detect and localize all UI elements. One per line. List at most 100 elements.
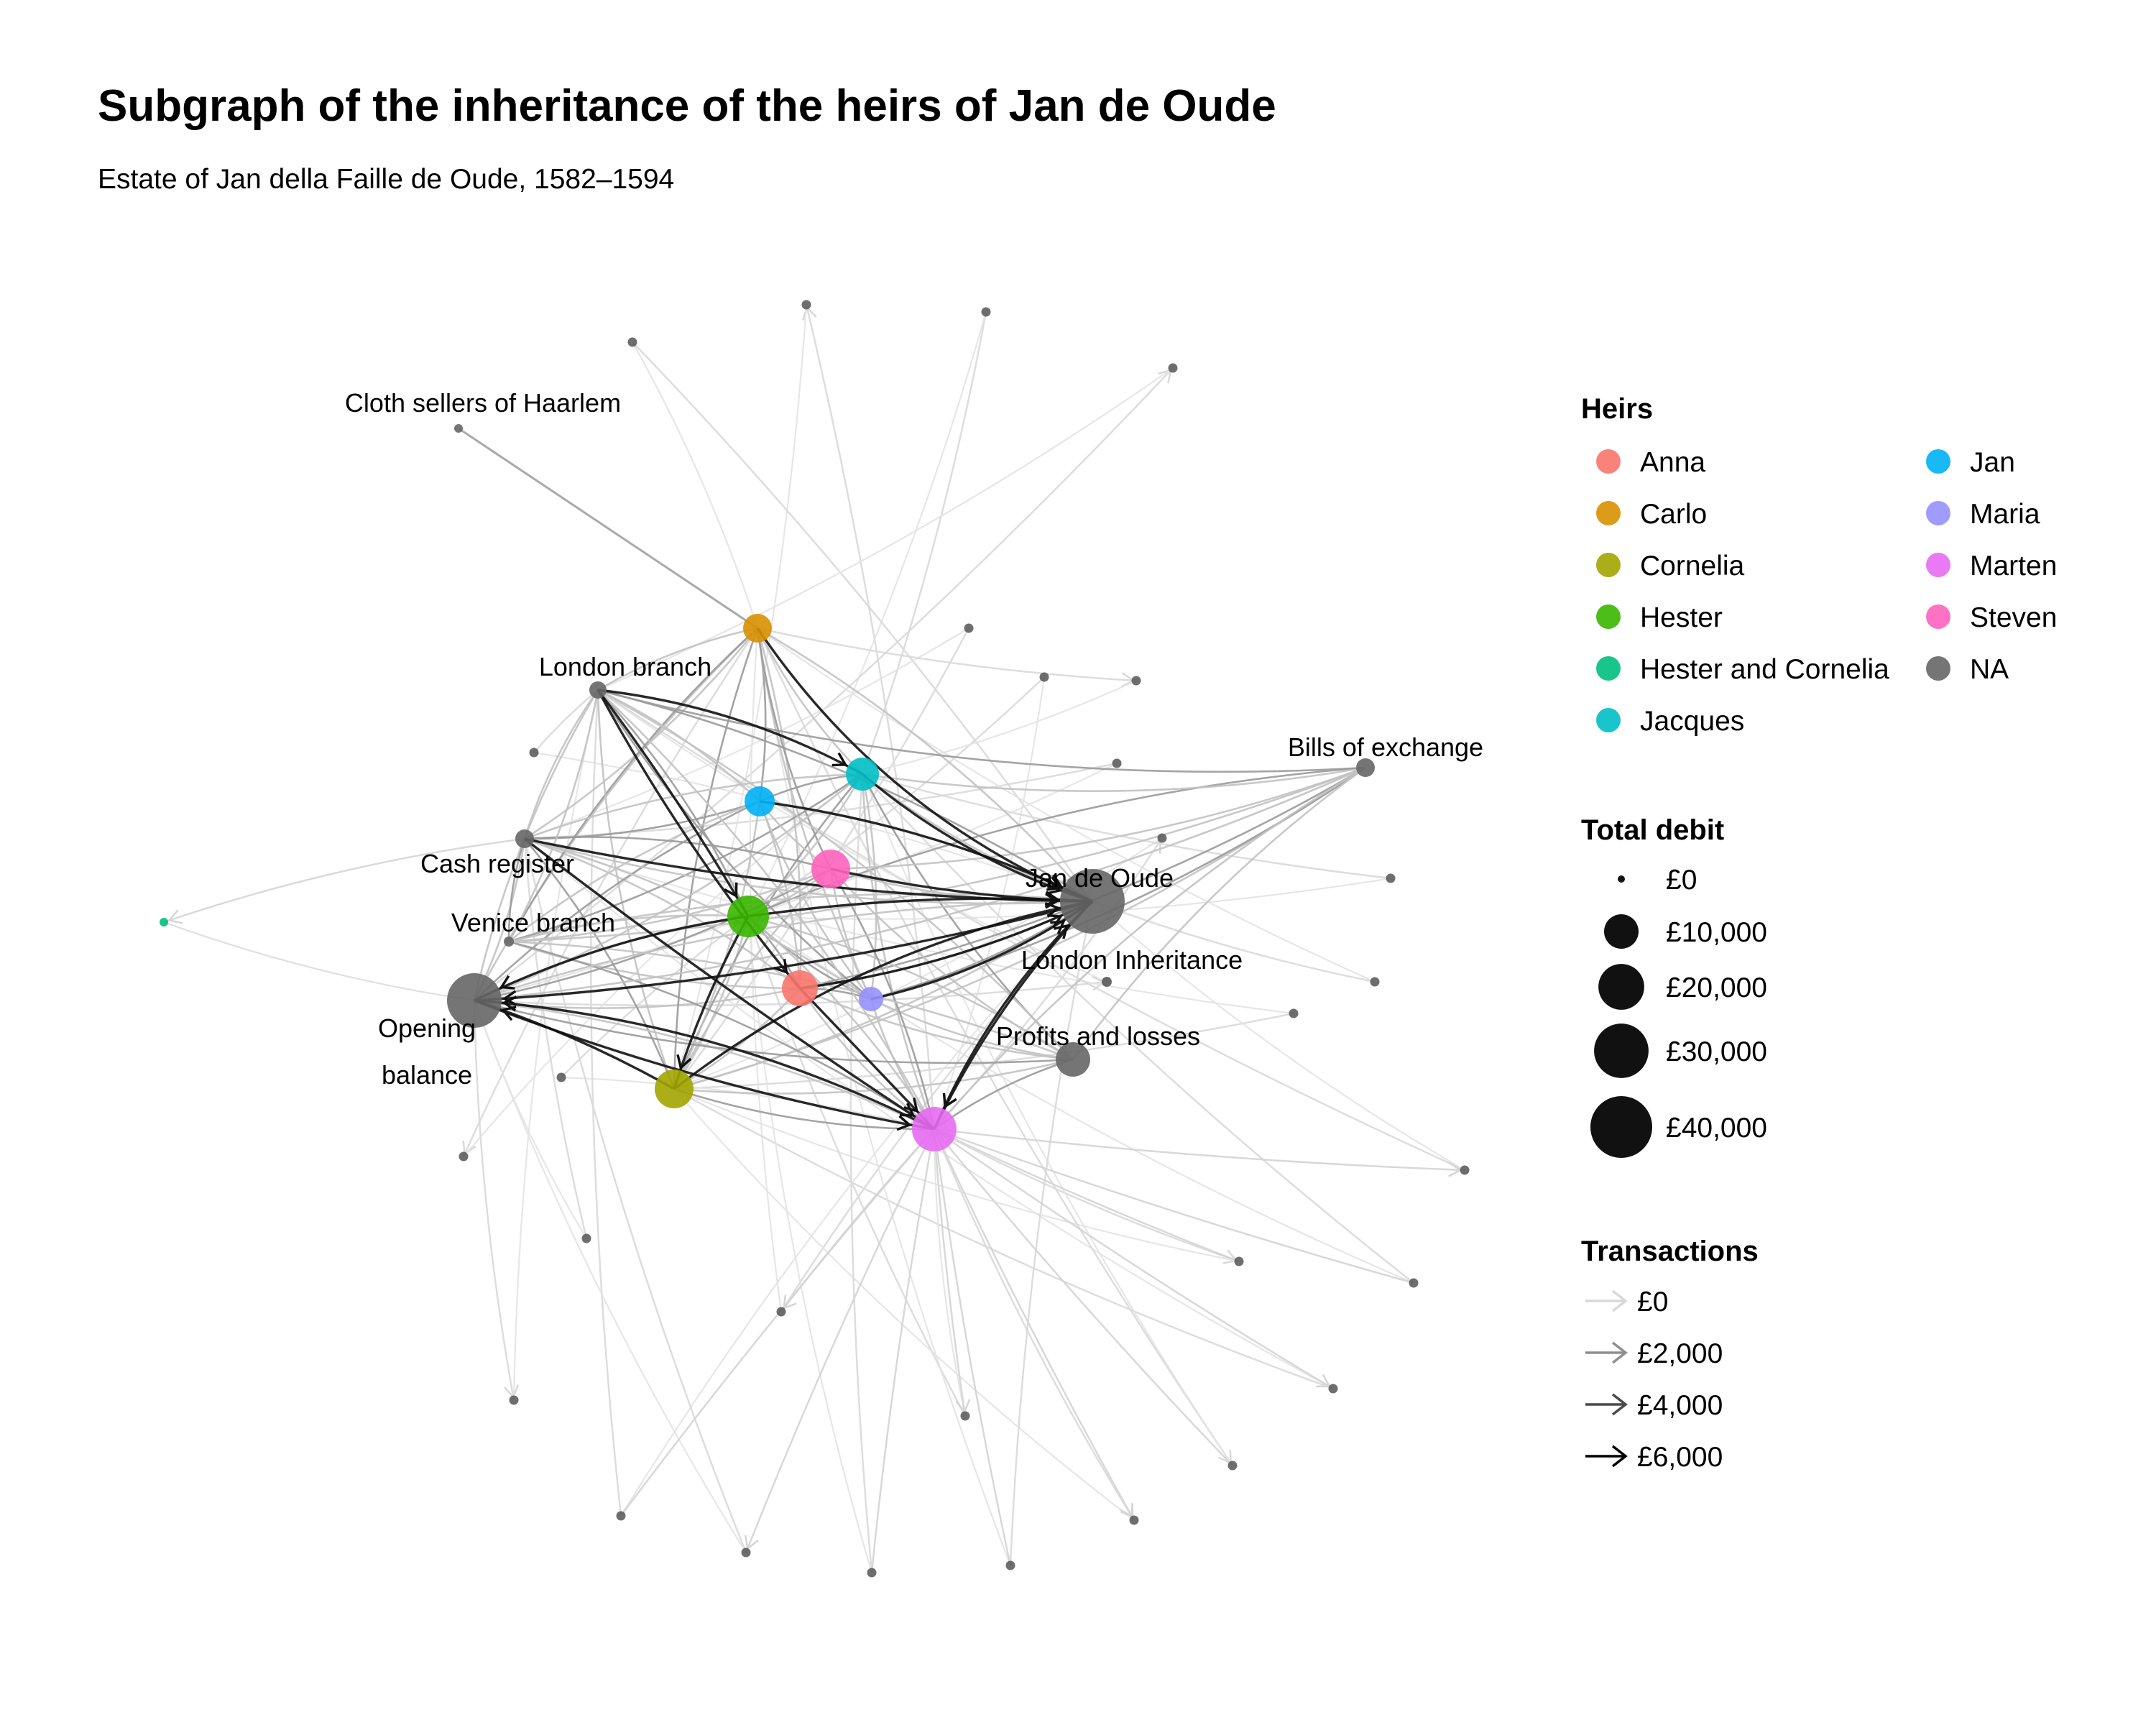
edge-heavy-21 xyxy=(597,689,863,776)
legend-heir-swatch xyxy=(1926,656,1950,681)
node-na-small xyxy=(867,1568,877,1578)
edge-heavy-0-arrowhead xyxy=(773,959,788,975)
edge-marten-11 xyxy=(934,1128,1240,1263)
node-opening xyxy=(447,973,502,1028)
edge-light-46 xyxy=(747,916,967,1417)
node-maria xyxy=(859,987,883,1011)
edge-to-hc xyxy=(163,837,525,924)
node-na-small xyxy=(1131,676,1141,686)
legend-heir-label: Carlo xyxy=(1640,499,1707,530)
edge-core-19 xyxy=(597,627,758,691)
node-jan xyxy=(745,786,775,816)
edge-core-90 xyxy=(507,838,526,942)
legend-debit-label: £40,000 xyxy=(1666,1113,1767,1144)
legend-debit-circle xyxy=(1590,1096,1652,1158)
node-na-small xyxy=(801,300,811,310)
edge-core-21 xyxy=(507,627,758,942)
legend-transaction-arrow xyxy=(1611,1393,1628,1416)
edge-light-4 xyxy=(632,341,1094,902)
legend-heir-swatch xyxy=(1926,501,1950,525)
legend-heirs-title: Heirs xyxy=(1581,393,1653,425)
legend-heir-label: Jacques xyxy=(1640,706,1744,737)
legend-debit-label: £10,000 xyxy=(1666,917,1767,948)
legend-heir-label: Marten xyxy=(1970,551,2057,581)
edge-heavy-9-arrowhead xyxy=(1054,924,1069,939)
edge-heavy-14 xyxy=(474,915,749,1002)
edge-light-28 xyxy=(561,915,749,1078)
node-bills xyxy=(1356,758,1375,777)
legend-heirs: Heirs Anna Carlo Cornelia Hester Hester and … xyxy=(1581,393,2057,737)
legend-total-debit: Total debit £0 £10,000 £20,000 £30,000 £40,0… xyxy=(1581,814,1767,1158)
node-na-small xyxy=(1129,1515,1139,1525)
edge-light-52 xyxy=(523,838,747,1553)
edge-heavy-4 xyxy=(759,800,1093,903)
edge-core-80 xyxy=(474,999,1074,1064)
node-na-small xyxy=(776,1307,786,1317)
edge-heavy-1 xyxy=(596,689,750,917)
legend-heir-swatch xyxy=(1596,449,1621,474)
edge-heavy-0 xyxy=(596,689,801,990)
edge-core-16 xyxy=(756,627,832,870)
label-cloth-sellers: Cloth sellers of Haarlem xyxy=(345,388,621,418)
edge-heavy-15-arrowhead xyxy=(899,1103,916,1117)
node-steven xyxy=(811,850,850,888)
node-jdo xyxy=(1060,869,1125,934)
edge-heavy-2-arrowhead xyxy=(1046,876,1062,891)
node-na-small xyxy=(1409,1278,1419,1288)
label-london-branch: London branch xyxy=(539,652,711,681)
legend-heir-swatch xyxy=(1926,553,1950,577)
node-jacques xyxy=(846,758,879,791)
edge-light-43 xyxy=(512,689,599,1401)
edge-core-78 xyxy=(524,837,1093,905)
node-na-small xyxy=(1157,833,1167,843)
edge-light-59 xyxy=(756,627,1012,1566)
edge-core-20 xyxy=(524,627,759,840)
edge-light-50 xyxy=(589,689,622,1517)
edge-light-57 xyxy=(747,916,873,1573)
edge-marten-8 xyxy=(934,1128,1465,1172)
node-na-small xyxy=(459,1151,469,1162)
edge-light-12 xyxy=(757,627,1137,682)
node-venice xyxy=(504,937,514,947)
legend-transaction-arrow xyxy=(1611,1289,1628,1312)
edge-core-69 xyxy=(934,766,1366,1130)
node-na-small xyxy=(981,307,991,317)
edge-heavy-15 xyxy=(523,837,935,1131)
legend-debit-label: £0 xyxy=(1666,865,1697,896)
node-na-small xyxy=(1168,363,1178,373)
legend-heir-swatch xyxy=(1596,553,1621,577)
edge-heavy-1-arrowhead xyxy=(724,882,738,898)
edge-core-89 xyxy=(597,689,1366,773)
legend-debit-label: £20,000 xyxy=(1666,972,1767,1003)
node-na-small xyxy=(1112,758,1122,768)
legend-heir-label: Anna xyxy=(1640,447,1705,478)
edge-heavy-17-arrowhead xyxy=(1044,901,1061,918)
node-na-small xyxy=(509,1395,519,1405)
edge-light-58 xyxy=(1009,901,1094,1566)
node-na-small xyxy=(1386,873,1396,883)
edge-light-53 xyxy=(473,1000,747,1553)
node-na-small xyxy=(960,1411,970,1421)
edge-core-87 xyxy=(523,689,599,840)
edge-core-45 xyxy=(474,773,863,1002)
edge-core-13 xyxy=(756,627,863,775)
edge-light-30 xyxy=(462,627,759,1157)
legend-transaction-label: £2,000 xyxy=(1637,1338,1723,1369)
label-bills-of-exchange: Bills of exchange xyxy=(1288,732,1483,762)
edge-light-56 xyxy=(849,773,873,1573)
legend-transactions: Transactions £0 £2,000 £4,000 £6,000 xyxy=(1581,1236,1759,1473)
legend-heir-label: Cornelia xyxy=(1640,551,1745,581)
legend-transaction-label: £6,000 xyxy=(1637,1442,1723,1473)
edge-light-48 xyxy=(756,627,1234,1466)
edge-heavy-14-arrowhead xyxy=(499,975,515,990)
edge-layer xyxy=(163,304,1465,1573)
legend-heir-label: Jan xyxy=(1970,447,2015,478)
edge-heavy-7 xyxy=(799,900,1093,990)
edge-heavy-8-arrowhead xyxy=(1050,920,1066,934)
node-na-small xyxy=(556,1072,566,1082)
node-layer xyxy=(160,300,1470,1578)
edge-light-0 xyxy=(805,304,936,1130)
node-hester xyxy=(727,896,769,937)
legend-heir-swatch xyxy=(1926,604,1950,629)
